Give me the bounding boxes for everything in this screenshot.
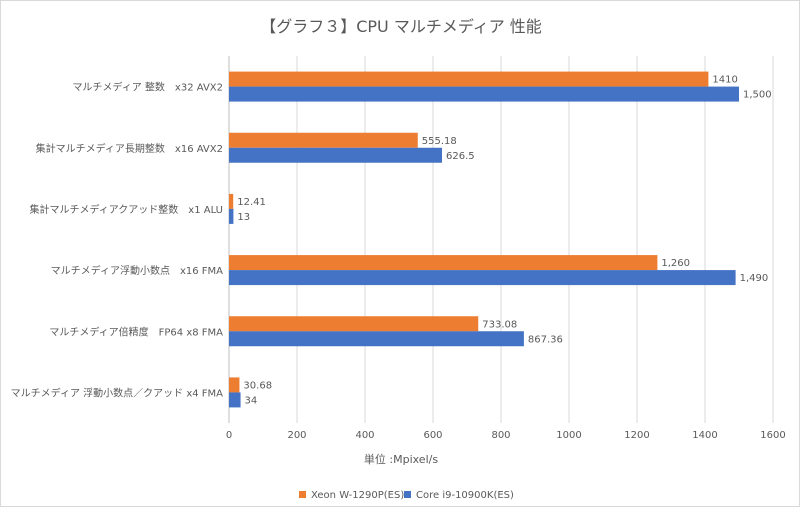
- data-label: 1410: [712, 75, 737, 86]
- bar-core: [229, 147, 443, 163]
- category-label: マルチメディア浮動小数点 x16 FMA: [51, 264, 224, 277]
- bar-xeon: [229, 71, 709, 87]
- bar-xeon: [229, 255, 658, 271]
- bar-xeon: [229, 316, 479, 332]
- data-label: 1,260: [661, 258, 690, 269]
- x-tick-label: 600: [423, 430, 442, 441]
- x-tick-label: 200: [287, 430, 306, 441]
- category-label: マルチメディア 浮動小数点／クアッド x4 FMA: [11, 386, 223, 399]
- data-label: 13: [237, 212, 250, 223]
- data-label: 34: [245, 395, 258, 406]
- chart-title: 【グラフ３】CPU マルチメディア 性能: [260, 17, 542, 36]
- x-axis-label: 単位 :Mpixel/s: [364, 452, 438, 466]
- bar-core: [229, 331, 524, 347]
- x-tick-label: 0: [226, 430, 232, 441]
- data-label: 733.08: [482, 319, 517, 330]
- data-label: 555.18: [422, 136, 457, 147]
- legend-label-core: Core i9-10900K(ES): [416, 490, 514, 501]
- legend: Xeon W-1290P(ES) Core i9-10900K(ES): [299, 490, 514, 501]
- data-label: 12.41: [237, 197, 266, 208]
- legend-label-xeon: Xeon W-1290P(ES): [311, 490, 404, 501]
- bar-core: [229, 86, 739, 102]
- data-label: 1,490: [740, 273, 769, 284]
- x-tick-label: 1200: [624, 430, 649, 441]
- data-label: 30.68: [243, 380, 272, 391]
- legend-swatch-xeon: [299, 491, 306, 498]
- x-tick-label: 1000: [556, 430, 581, 441]
- bar-core: [229, 270, 736, 286]
- bar-core: [229, 208, 234, 224]
- category-label: 集計マルチメディアクアッド整数 x1 ALU: [30, 203, 224, 216]
- x-tick-label: 400: [355, 430, 374, 441]
- data-label: 867.36: [528, 334, 563, 345]
- x-tick-label: 800: [491, 430, 510, 441]
- bar-xeon: [229, 377, 240, 393]
- bar-xeon: [229, 193, 234, 209]
- category-label: マルチメディア 整数 x32 AVX2: [72, 81, 223, 94]
- data-label: 1,500: [743, 90, 772, 101]
- x-tick-label: 1600: [760, 430, 785, 441]
- bar-core: [229, 392, 241, 408]
- x-tick-label: 1400: [692, 430, 717, 441]
- category-label: マルチメディア倍精度 FP64 x8 FMA: [49, 325, 223, 338]
- legend-swatch-core: [404, 491, 411, 498]
- data-label: 626.5: [446, 151, 475, 162]
- bar-xeon: [229, 132, 418, 148]
- category-label: 集計マルチメディア長期整数 x16 AVX2: [36, 142, 223, 155]
